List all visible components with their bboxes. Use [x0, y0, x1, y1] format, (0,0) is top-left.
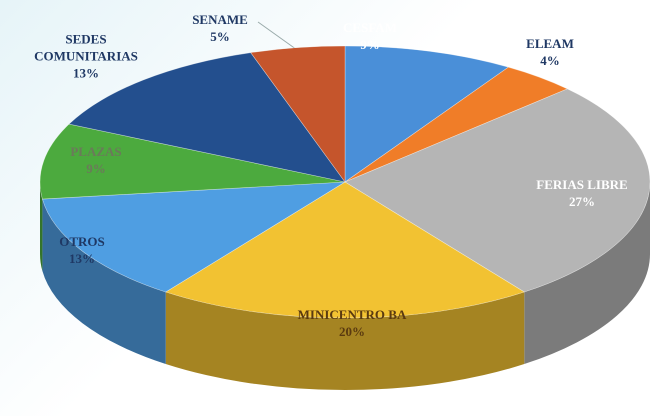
value-label: 4%: [540, 53, 560, 68]
slice: [165, 181, 525, 319]
slice: [39, 123, 346, 200]
slice-label: ELEAM 4%: [526, 35, 574, 69]
category-label: ELEAM: [526, 36, 574, 51]
slice-label: SENAME 5%: [192, 11, 248, 45]
category-label: FERIAS LIBRE: [536, 177, 628, 192]
slice-label: MINICENTRO BA 20%: [298, 306, 407, 340]
value-label: 13%: [68, 251, 95, 266]
slice: [68, 52, 346, 183]
slice-label: PLAZAS 9%: [70, 143, 121, 177]
leader-line: [257, 21, 301, 53]
slice-side: [42, 199, 166, 365]
slice-tops: [39, 45, 651, 319]
slice: [344, 88, 651, 293]
slice-label: FERIAS LIBRE 27%: [536, 176, 627, 210]
slice-label: SEDES COMUNITARIAS 13%: [24, 31, 149, 82]
value-label: 9%: [86, 161, 106, 176]
slice-side: [165, 292, 525, 390]
slice: [344, 45, 510, 183]
slice-label: OTROS 13%: [59, 233, 105, 267]
slice-side: [524, 182, 650, 365]
slice-side: [40, 182, 43, 272]
value-label: 9%: [360, 37, 380, 52]
value-label: 20%: [339, 324, 365, 339]
category-label: SENAME: [192, 12, 248, 27]
category-label: MINICENTRO BA: [297, 307, 407, 322]
slice-sides: [40, 182, 650, 390]
category-label: PLAZAS: [70, 144, 122, 159]
value-label: 5%: [210, 29, 230, 44]
category-label: OTROS: [59, 234, 105, 249]
category-label: CESFAM: [343, 20, 397, 35]
slice-label: CESFAM 9%: [343, 19, 397, 53]
value-label: 13%: [73, 65, 99, 81]
category-label: SEDES COMUNITARIAS: [34, 31, 138, 64]
value-label: 27%: [568, 194, 595, 209]
slice: [42, 181, 346, 293]
slice: [250, 45, 346, 183]
